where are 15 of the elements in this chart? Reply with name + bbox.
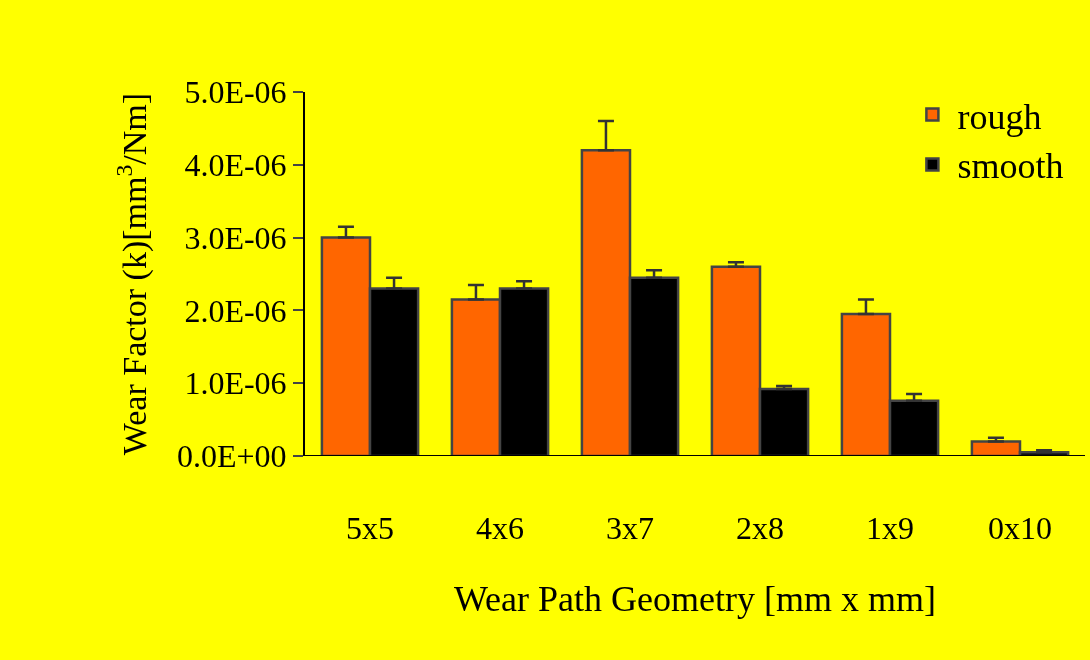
y-tick-label: 0.0E+00 [177, 438, 287, 475]
y-tick-label: 3.0E-06 [184, 219, 287, 256]
x-tick-label: 5x5 [346, 510, 394, 546]
x-tick-label: 4x6 [476, 510, 524, 546]
y-tick-label: 4.0E-06 [184, 147, 287, 183]
x-tick-label: 2x8 [736, 510, 784, 546]
x-tick-label: 3x7 [606, 510, 654, 546]
x-tick-label: 0x10 [988, 510, 1052, 546]
x-tick-label: 1x9 [866, 510, 914, 546]
y-tick-label: 2.0E-06 [184, 292, 287, 329]
x-axis-title: Wear Path Geometry [mm x mm] [454, 578, 936, 619]
legend-label: smooth [957, 146, 1064, 187]
y-tick-label: 5.0E-06 [184, 74, 287, 111]
legend-label: rough [957, 96, 1042, 137]
y-tick-label: 1.0E-06 [184, 365, 287, 402]
